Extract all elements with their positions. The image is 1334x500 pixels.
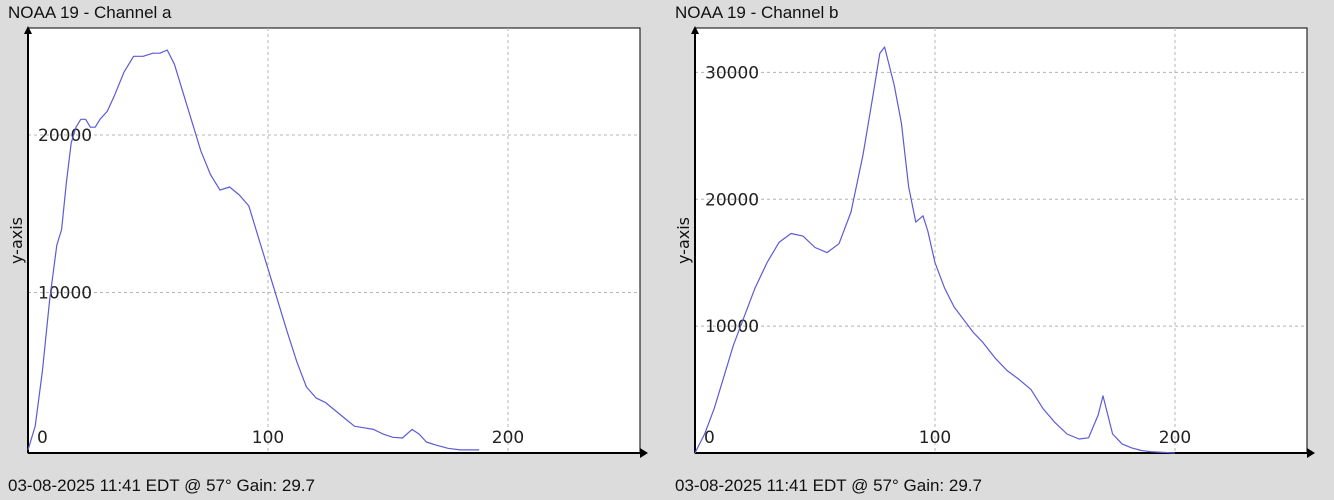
series-line xyxy=(27,49,480,451)
plot-area: 0 100 200 10000 20000 30000 y-axis xyxy=(674,26,1315,458)
y-tick-label: 20000 xyxy=(705,190,759,210)
chart-panel-channel-b: NOAA 19 - Channel b 0 100 200 10000 20000 300… xyxy=(667,0,1327,500)
chart-footer: 03-08-2025 11:41 EDT @ 57° Gain: 29.7 xyxy=(675,476,982,495)
chart-title: NOAA 19 - Channel b xyxy=(675,3,839,22)
x-tick-label: 0 xyxy=(704,428,715,448)
y-axis-title: y-axis xyxy=(7,217,26,264)
y-tick-label: 20000 xyxy=(38,126,92,146)
y-tick-label: 10000 xyxy=(38,283,92,303)
x-tick-label: 0 xyxy=(37,428,48,448)
chart-footer: 03-08-2025 11:41 EDT @ 57° Gain: 29.7 xyxy=(8,476,315,495)
plot-background xyxy=(694,27,1308,454)
x-axis-arrow xyxy=(640,448,648,458)
x-tick-label: 100 xyxy=(252,428,284,448)
series-line xyxy=(694,46,1176,454)
plot-background xyxy=(27,27,641,454)
chart-panel-channel-a: NOAA 19 - Channel a 0 100 200 10000 20000 y-a… xyxy=(0,0,660,500)
plot-area: 0 100 200 10000 20000 y-axis xyxy=(7,26,648,458)
y-tick-label: 10000 xyxy=(705,317,759,337)
y-axis-title: y-axis xyxy=(674,217,693,264)
y-tick-label: 30000 xyxy=(705,63,759,83)
y-axis-arrow xyxy=(691,26,699,34)
y-axis-arrow xyxy=(24,26,32,34)
x-tick-label: 100 xyxy=(919,428,951,448)
x-tick-label: 200 xyxy=(492,428,524,448)
x-axis-arrow xyxy=(1307,448,1315,458)
chart-title: NOAA 19 - Channel a xyxy=(8,3,172,22)
x-tick-label: 200 xyxy=(1159,428,1191,448)
